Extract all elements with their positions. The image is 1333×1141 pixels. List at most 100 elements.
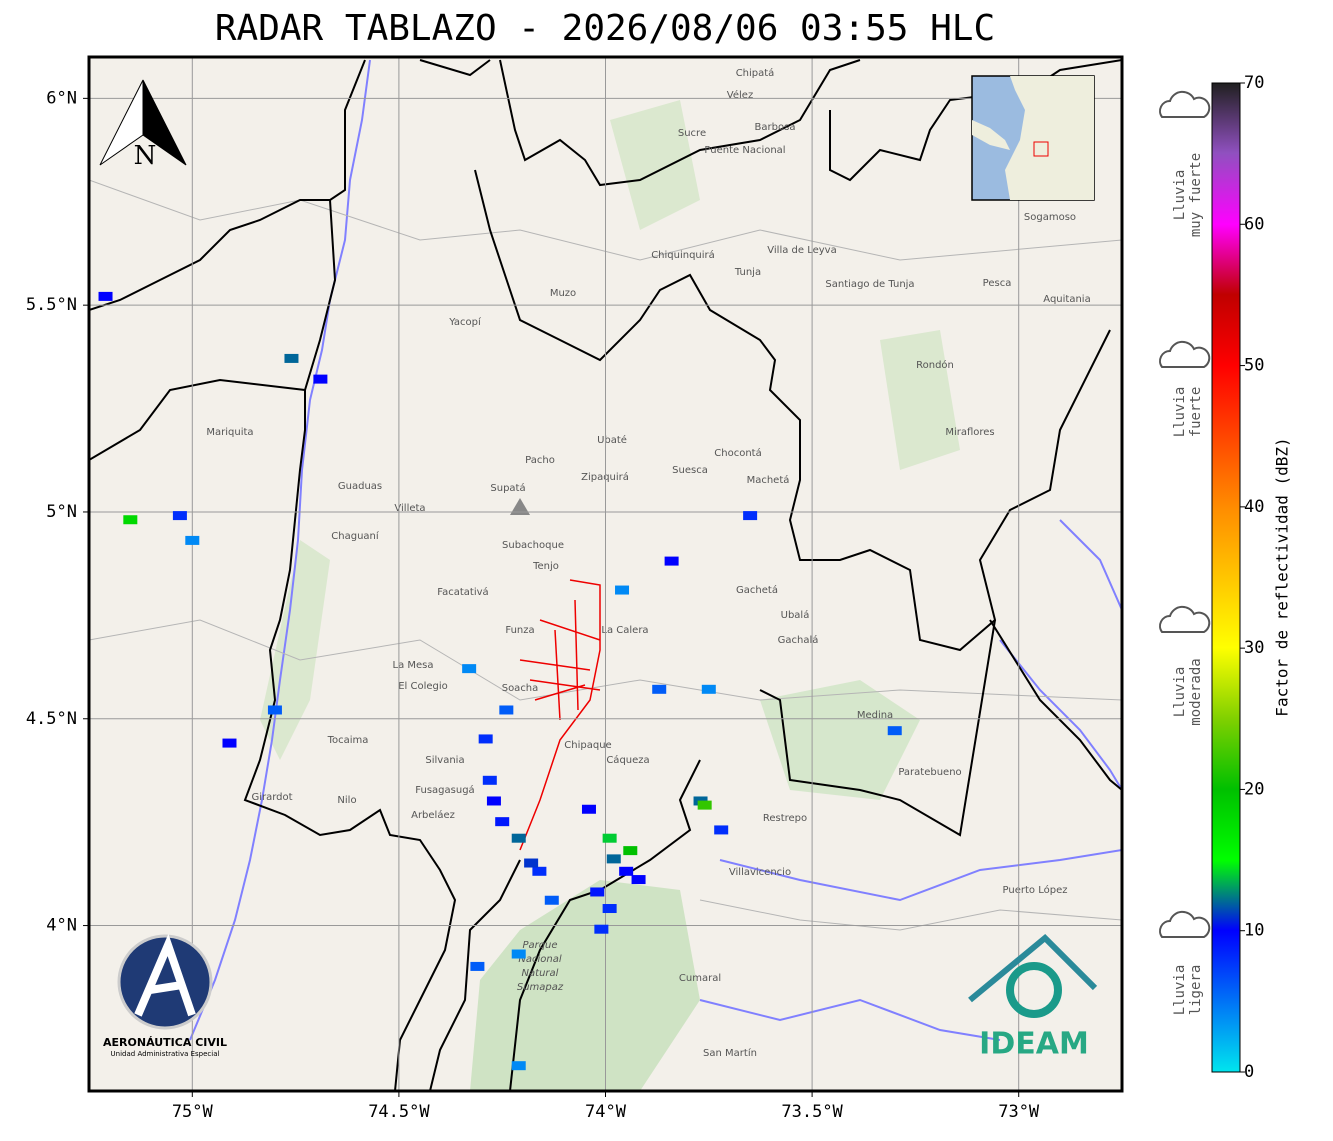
- radar-echo: [697, 800, 712, 810]
- radar-echo: [462, 664, 477, 674]
- radar-echo: [511, 1061, 526, 1071]
- radar-echo: [172, 511, 187, 521]
- radar-echo: [594, 924, 609, 934]
- place-name: Facatativá: [437, 586, 488, 598]
- aero-sub: Unidad Administrativa Especial: [111, 1050, 220, 1058]
- place-name: La Calera: [601, 625, 648, 636]
- place-name: Subachoque: [502, 540, 564, 551]
- radar-echo: [486, 796, 501, 806]
- place-name: Miraflores: [945, 427, 994, 438]
- legend-label: Lluvia: [1172, 170, 1188, 221]
- place-name: Gachetá: [736, 584, 778, 596]
- radar-echo: [532, 866, 547, 876]
- x-tick-label: 74.5°W: [368, 1102, 430, 1122]
- place-name: Tunja: [734, 267, 761, 278]
- place-name: Cáqueza: [606, 754, 649, 766]
- colorbar-tick-label: 70: [1244, 73, 1264, 93]
- x-tick-label: 75°W: [172, 1102, 214, 1122]
- inset-map: [971, 75, 1095, 201]
- y-tick-label: 6°N: [46, 88, 77, 108]
- place-name: San Martín: [703, 1047, 757, 1059]
- place-name: Supatá: [490, 482, 525, 494]
- radar-echo: [98, 291, 113, 301]
- legend-label: muy fuerte: [1188, 153, 1204, 237]
- legend-label: fuerte: [1188, 387, 1204, 438]
- radar-echo: [313, 374, 328, 384]
- place-name: Ubaté: [597, 434, 627, 446]
- place-name: Mariquita: [206, 427, 253, 438]
- place-name: Chiquinquirá: [651, 249, 715, 261]
- radar-echo: [470, 961, 485, 971]
- place-name: Yacopí: [448, 316, 482, 328]
- place-name: Arbeláez: [411, 809, 455, 821]
- colorbar-tick-label: 40: [1244, 497, 1264, 517]
- x-tick-label: 73.5°W: [781, 1102, 843, 1122]
- place-name: Pacho: [525, 455, 555, 466]
- radar-echo: [714, 825, 729, 835]
- park-name: Nacional: [518, 954, 561, 965]
- legend-label: moderada: [1188, 658, 1204, 725]
- colorbar-tick-label: 50: [1244, 356, 1264, 376]
- y-tick-label: 5°N: [46, 502, 77, 522]
- place-name: Puerto López: [1003, 884, 1068, 896]
- park-name: Natural: [522, 968, 559, 979]
- radar-echo: [623, 846, 638, 856]
- place-name: Funza: [505, 625, 534, 636]
- x-tick-label: 74°W: [585, 1102, 627, 1122]
- colorbar-label: Factor de reflectividad (dBZ): [1273, 437, 1292, 716]
- legend-label: Lluvia: [1172, 387, 1188, 438]
- colorbar-tick-label: 10: [1244, 921, 1264, 941]
- place-name: Restrepo: [763, 813, 807, 824]
- radar-echo: [581, 804, 596, 814]
- place-name: El Colegio: [398, 681, 448, 692]
- place-name: Nilo: [337, 795, 356, 806]
- place-name: Guaduas: [338, 481, 382, 492]
- radar-echo: [701, 684, 716, 694]
- radar-echo: [222, 738, 237, 748]
- place-name: Machetá: [747, 474, 790, 486]
- radar-echo: [615, 585, 630, 595]
- radar-echo: [478, 734, 493, 744]
- north-label: N: [134, 141, 157, 171]
- radar-echo: [511, 833, 526, 843]
- radar-echo: [185, 535, 200, 545]
- rain-icon: [1159, 910, 1211, 938]
- rain-icon: [1159, 90, 1211, 118]
- rain-icon: [1159, 605, 1211, 633]
- legend-label: Lluvia: [1172, 667, 1188, 718]
- place-name: Fusagasugá: [415, 784, 474, 796]
- colorbar-tick-label: 30: [1244, 638, 1264, 658]
- basemap: Sogamoso Villa de Leyva Tunja Santiago de T…: [89, 57, 1122, 1091]
- place-name: Silvania: [425, 755, 464, 766]
- place-name: Suesca: [672, 465, 708, 476]
- place-name: Aquitania: [1043, 294, 1090, 305]
- y-tick-label: 5.5°N: [26, 295, 77, 315]
- radar-echo: [524, 858, 539, 868]
- aero-name: AERONÁUTICA CIVIL: [103, 1036, 227, 1049]
- park-name: Parque: [522, 940, 557, 951]
- place-name: La Mesa: [393, 660, 434, 671]
- radar-echo: [511, 949, 526, 959]
- radar-echo: [544, 895, 559, 905]
- radar-echo: [602, 833, 617, 843]
- radar-echo: [652, 684, 667, 694]
- radar-echo: [606, 854, 621, 864]
- place-name: Chipatá: [736, 67, 775, 79]
- aero-logo: AERONÁUTICA CIVIL Unidad Administrativa …: [103, 933, 227, 1058]
- title: RADAR TABLAZO - 2026/08/06 03:55 HLC: [215, 8, 995, 49]
- radar-echo: [619, 866, 634, 876]
- colorbar-tick-label: 0: [1244, 1062, 1254, 1082]
- place-name: Soacha: [502, 683, 539, 694]
- place-name: Tenjo: [532, 561, 559, 572]
- colorbar-tick-label: 60: [1244, 214, 1264, 234]
- place-name: Sucre: [678, 128, 706, 139]
- ideam-logo: IDEAM: [968, 933, 1098, 1062]
- place-name: Santiago de Tunja: [825, 279, 914, 290]
- radar-echo: [495, 817, 510, 827]
- place-name: Vélez: [727, 89, 753, 101]
- legend-label: Lluvia: [1172, 965, 1188, 1016]
- place-name: Villa de Leyva: [767, 245, 836, 256]
- place-name: Chipaque: [564, 740, 611, 751]
- north-arrow: N: [99, 79, 187, 171]
- park-name: Sumapaz: [517, 982, 564, 993]
